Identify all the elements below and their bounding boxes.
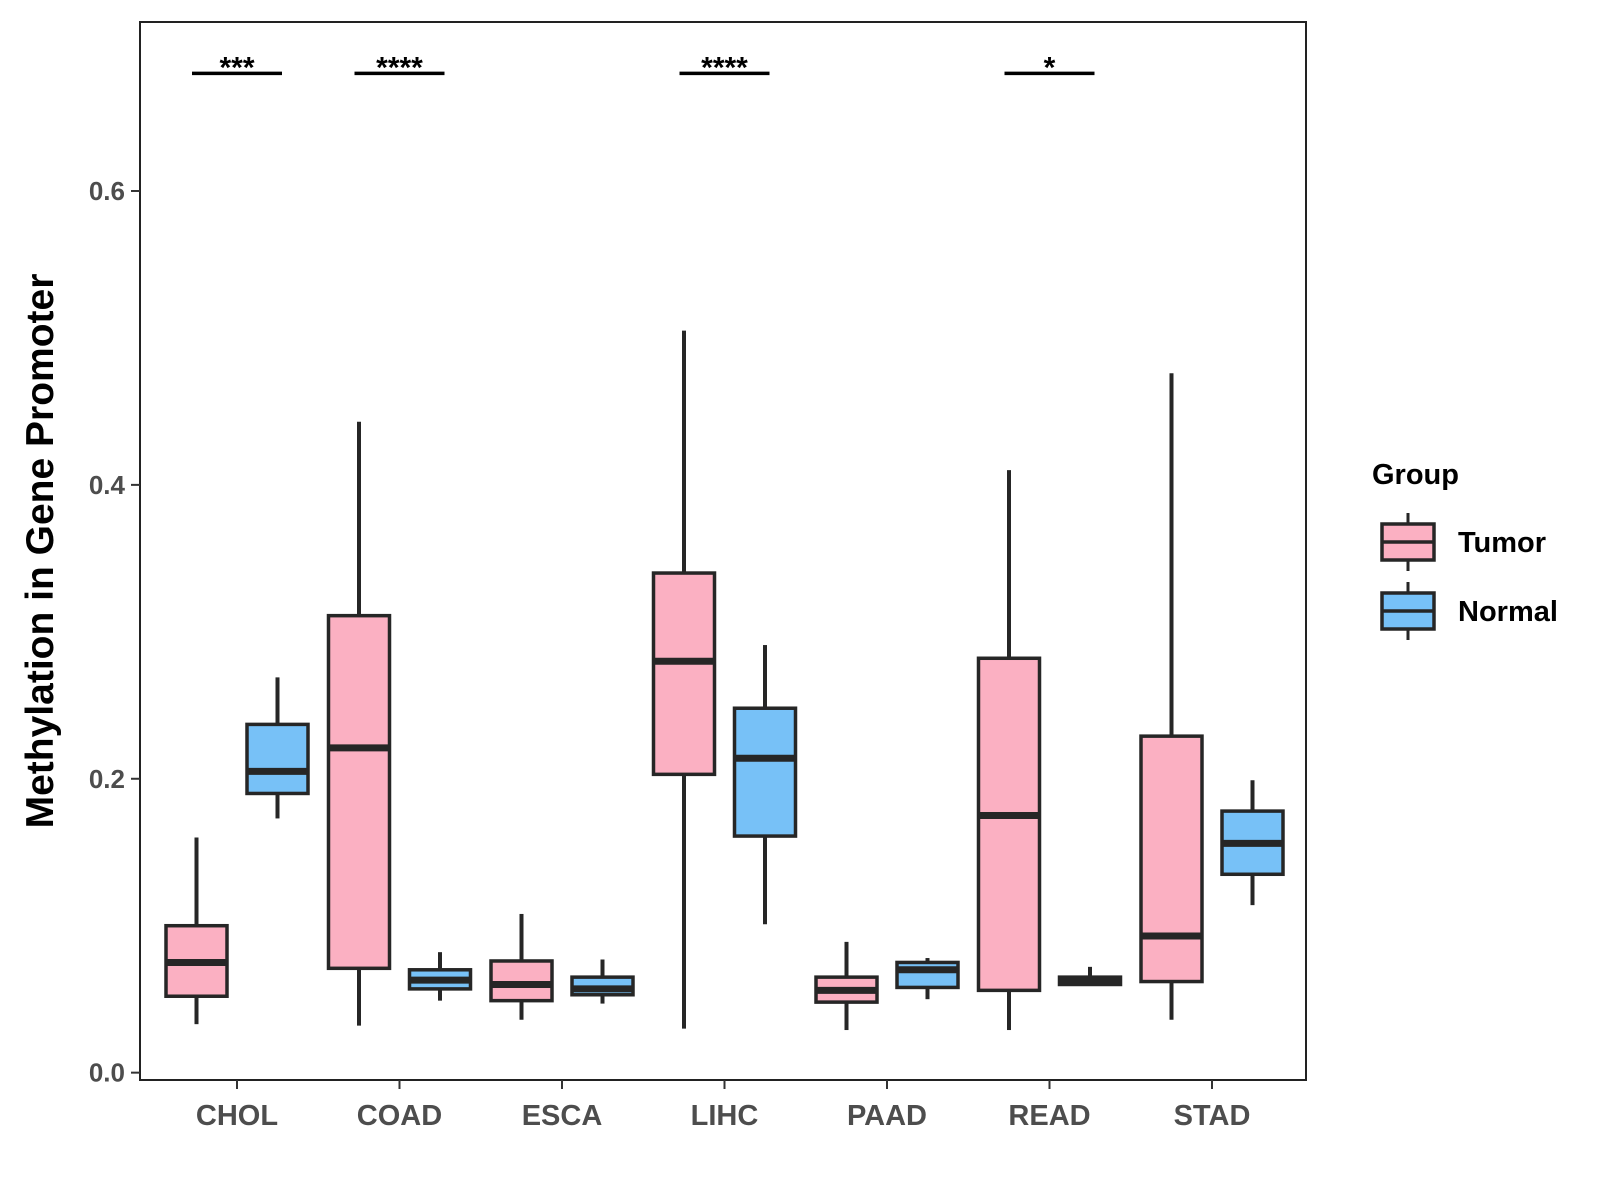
x-tick-label: COAD	[357, 1100, 442, 1132]
box-iqr	[1139, 734, 1204, 984]
legend-key-tumor	[1380, 513, 1436, 571]
box-tumor-read	[976, 470, 1042, 1031]
legend-label-tumor: Tumor	[1458, 527, 1546, 559]
box-normal-esca	[570, 959, 635, 1004]
box-normal-read	[1057, 966, 1123, 987]
y-tick-label: 0.0	[89, 1058, 125, 1088]
x-tick-label: STAD	[1174, 1100, 1251, 1132]
legend-key-normal	[1380, 582, 1436, 640]
y-axis-title: Methylation in Gene Promoter	[19, 274, 62, 829]
box-normal-stad	[1220, 780, 1285, 906]
significance-label: ****	[376, 51, 423, 84]
y-tick-label: 0.4	[89, 470, 126, 500]
box-iqr	[489, 959, 554, 1003]
box-iqr	[245, 722, 310, 796]
x-tick-label: LIHC	[691, 1100, 759, 1132]
legend: Group Tumor Normal	[1372, 459, 1558, 640]
box-iqr	[651, 571, 717, 777]
legend-title: Group	[1372, 459, 1459, 491]
box-normal-coad	[407, 952, 473, 1001]
legend-label-normal: Normal	[1458, 596, 1558, 628]
significance-label: *	[1044, 51, 1056, 84]
box-tumor-stad	[1139, 373, 1204, 1020]
x-tick-label: PAAD	[847, 1100, 927, 1132]
x-tick-label: CHOL	[196, 1100, 278, 1132]
box-normal-paad	[895, 958, 960, 1000]
box-tumor-lihc	[651, 330, 717, 1029]
box-iqr	[895, 960, 960, 990]
box-normal-lihc	[732, 645, 798, 925]
axes: 0.0 0.2 0.4 0.6 Methylation in Gene Promoter…	[19, 21, 1307, 1132]
y-tick-label: 0.6	[89, 176, 125, 206]
significance-label: ****	[701, 51, 748, 84]
x-tick-label: READ	[1008, 1100, 1090, 1132]
plot-area: *** **** **** *	[164, 51, 1285, 1031]
box-tumor-coad	[326, 421, 392, 1026]
panel-border	[139, 21, 1307, 1081]
box-iqr	[976, 656, 1042, 993]
significance-label: ***	[219, 51, 254, 84]
y-tick-label: 0.2	[89, 764, 125, 794]
box-iqr	[326, 613, 392, 971]
box-normal-chol	[245, 677, 310, 819]
box-iqr	[732, 706, 798, 838]
x-tick-label: ESCA	[522, 1100, 603, 1132]
box-tumor-paad	[814, 941, 879, 1031]
box-tumor-esca	[489, 913, 554, 1020]
box-tumor-chol	[164, 837, 229, 1025]
